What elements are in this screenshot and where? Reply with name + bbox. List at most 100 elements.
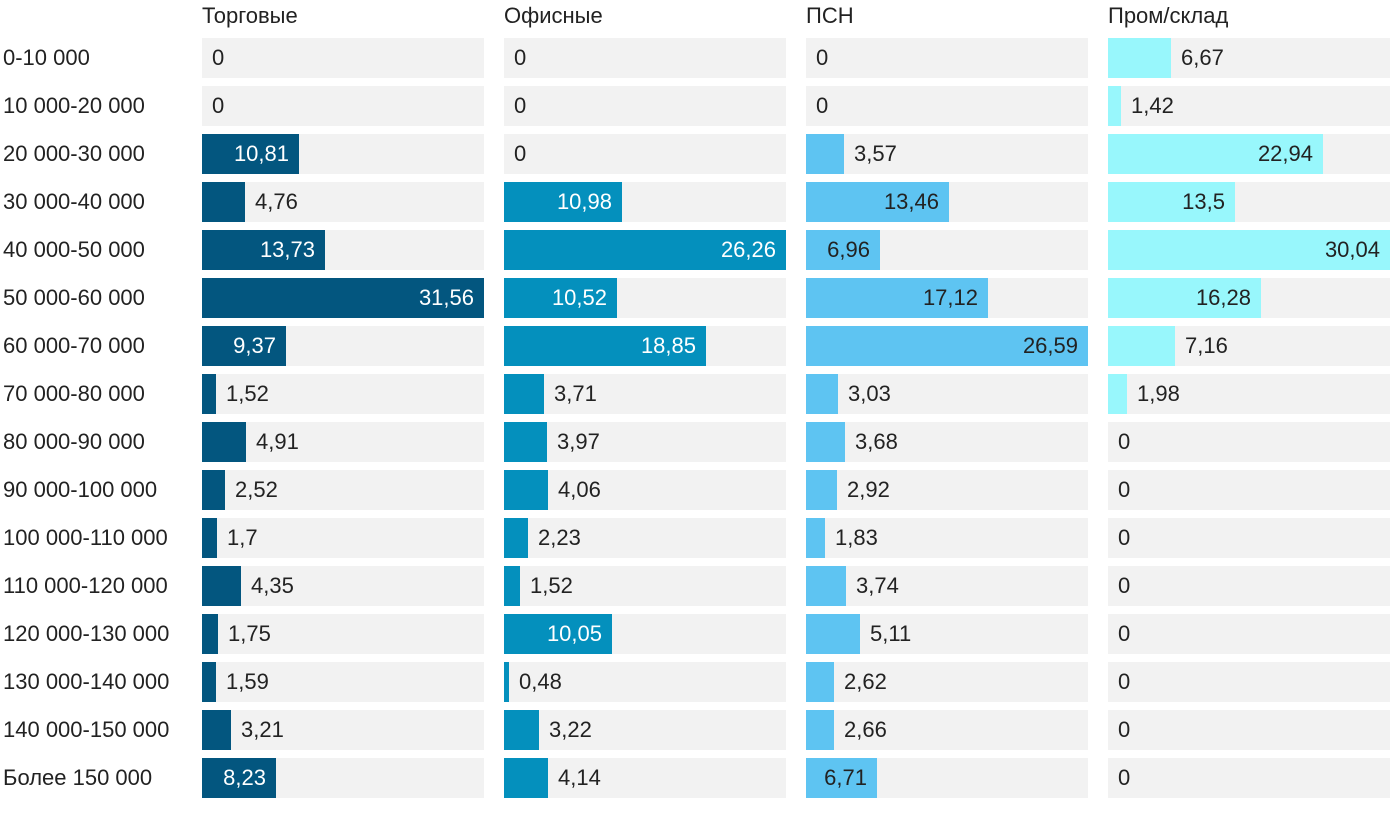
- bar: [504, 518, 528, 558]
- category-label: 40 000-50 000: [3, 237, 145, 262]
- value-label: 4,06: [558, 477, 601, 502]
- bar-track: 4,06: [504, 470, 786, 510]
- value-label: 10,98: [556, 189, 612, 214]
- value-label: 7,16: [1185, 333, 1228, 358]
- value-label: 0: [514, 93, 527, 118]
- bar: [1108, 374, 1127, 414]
- bar-track: 1,52: [504, 566, 786, 606]
- bar-track: 0: [202, 38, 484, 78]
- bar: [504, 614, 612, 654]
- value-label: 0: [1118, 669, 1131, 694]
- bar: [806, 278, 988, 318]
- bar: [202, 374, 216, 414]
- value-label: 0: [1118, 621, 1131, 646]
- value-label: 3,74: [856, 573, 899, 598]
- bar-track: 3,22: [504, 710, 786, 750]
- category-label: 70 000-80 000: [3, 381, 145, 406]
- value-label: 3,57: [854, 141, 897, 166]
- bar-track: 3,03: [806, 374, 1088, 414]
- bar-track: 1,83: [806, 518, 1088, 558]
- bar-track: 17,12: [806, 278, 1088, 318]
- value-label: 1,75: [228, 621, 271, 646]
- category-label: 90 000-100 000: [3, 477, 158, 502]
- bar: [1108, 230, 1390, 270]
- bar-track: 4,76: [202, 182, 484, 222]
- value-label: 0: [1118, 717, 1131, 742]
- bar-track: 1,7: [202, 518, 484, 558]
- bar: [202, 326, 286, 366]
- value-label: 1,52: [226, 381, 269, 406]
- bar-track: 6,96: [806, 230, 1088, 270]
- bar-track: 2,52: [202, 470, 484, 510]
- bar: [806, 422, 845, 462]
- category-label: 20 000-30 000: [3, 141, 145, 166]
- bar-track: 0: [1108, 470, 1390, 510]
- value-label: 13,46: [883, 189, 939, 214]
- value-label: 3,71: [554, 381, 597, 406]
- bar: [202, 662, 216, 702]
- bar-track: 16,28: [1108, 278, 1390, 318]
- value-label: 1,98: [1137, 381, 1180, 406]
- bar-track: 0: [202, 86, 484, 126]
- bar-track: 0: [806, 86, 1088, 126]
- category-label: 60 000-70 000: [3, 333, 145, 358]
- value-label: 2,23: [538, 525, 581, 550]
- value-label: 4,91: [256, 429, 299, 454]
- bar-track: 0: [504, 38, 786, 78]
- value-label: 16,28: [1195, 285, 1251, 310]
- bar-track: 5,11: [806, 614, 1088, 654]
- value-label: 10,05: [546, 621, 602, 646]
- value-label: 0: [1118, 477, 1131, 502]
- value-label: 6,67: [1181, 45, 1224, 70]
- bar: [806, 710, 834, 750]
- bar: [202, 710, 231, 750]
- category-label: 30 000-40 000: [3, 189, 145, 214]
- bar: [504, 278, 617, 318]
- value-label: 2,66: [844, 717, 887, 742]
- bar-track: 0: [806, 38, 1088, 78]
- bar: [504, 566, 520, 606]
- value-label: 1,83: [835, 525, 878, 550]
- bar: [202, 422, 246, 462]
- bar-track: 26,26: [504, 230, 786, 270]
- value-label: 3,97: [557, 429, 600, 454]
- bar-track: 6,71: [806, 758, 1088, 798]
- bar-track: 1,59: [202, 662, 484, 702]
- value-label: 4,35: [251, 573, 294, 598]
- value-label: 0: [816, 45, 829, 70]
- value-label: 3,22: [549, 717, 592, 742]
- bar-track: 10,05: [504, 614, 786, 654]
- bar: [504, 326, 706, 366]
- bar-track: 10,52: [504, 278, 786, 318]
- value-label: 2,92: [847, 477, 890, 502]
- bar: [1108, 326, 1175, 366]
- category-label: 110 000-120 000: [3, 573, 168, 598]
- bar-track: 2,66: [806, 710, 1088, 750]
- bar-track: 7,16: [1108, 326, 1390, 366]
- value-label: 1,42: [1131, 93, 1174, 118]
- bar: [202, 230, 325, 270]
- bar-track: 13,73: [202, 230, 484, 270]
- bar-track: 1,75: [202, 614, 484, 654]
- bar: [806, 518, 825, 558]
- bar-track: 9,37: [202, 326, 484, 366]
- value-label: 2,62: [844, 669, 887, 694]
- bar-track: 4,35: [202, 566, 484, 606]
- value-label: 6,71: [824, 765, 867, 790]
- bar-track: 1,52: [202, 374, 484, 414]
- bar-track: 3,97: [504, 422, 786, 462]
- bar-track: 0: [504, 134, 786, 174]
- bar-track: 4,91: [202, 422, 484, 462]
- bar-track: 6,67: [1108, 38, 1390, 78]
- bar-track: 0: [1108, 758, 1390, 798]
- bar-track: 13,46: [806, 182, 1088, 222]
- category-label: 130 000-140 000: [3, 669, 170, 694]
- bar-track: 4,14: [504, 758, 786, 798]
- category-label: 80 000-90 000: [3, 429, 145, 454]
- bar-track: 13,5: [1108, 182, 1390, 222]
- bar: [504, 710, 539, 750]
- bar: [806, 134, 844, 174]
- value-label: 5,11: [870, 621, 912, 646]
- bar-track: 0: [1108, 518, 1390, 558]
